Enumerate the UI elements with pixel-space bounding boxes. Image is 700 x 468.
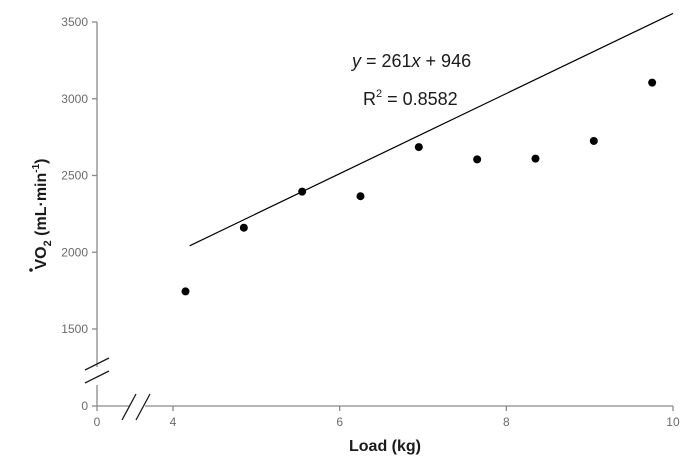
data-point <box>414 143 423 152</box>
r-squared-label: R2 = 0.8582 <box>363 88 458 109</box>
x-tick-label: 6 <box>336 415 343 429</box>
data-point <box>589 136 598 145</box>
y-tick-label: 1500 <box>61 322 88 336</box>
data-point <box>531 154 540 163</box>
trendline-equation: y = 261x + 946 <box>350 51 471 71</box>
x-axis-break <box>121 393 151 421</box>
data-point <box>181 287 190 296</box>
data-points <box>181 78 657 296</box>
x-axis-title: Load (kg) <box>349 438 421 455</box>
y-ticks: 0 1500 2000 2500 3000 3500 <box>61 15 97 413</box>
data-point <box>648 78 657 87</box>
y-tick-label: 2500 <box>61 169 88 183</box>
y-tick-label: 3000 <box>61 92 88 106</box>
x-axis: 0 4 6 8 10 <box>94 393 680 429</box>
y-axis-break <box>84 357 110 384</box>
x-tick-label: 4 <box>170 415 177 429</box>
x-tick-label: 0 <box>94 415 101 429</box>
data-point <box>298 187 307 196</box>
y-axis: 0 1500 2000 2500 3000 3500 <box>61 15 110 413</box>
data-point <box>473 155 482 164</box>
y-tick-label: 3500 <box>61 15 88 29</box>
x-ticks: 0 4 6 8 10 <box>94 406 680 429</box>
vo2-rate-dot <box>29 268 33 272</box>
y-tick-label: 0 <box>81 399 88 413</box>
trendline <box>189 12 674 247</box>
y-tick-label: 2000 <box>61 245 88 259</box>
x-tick-label: 10 <box>666 415 680 429</box>
data-point <box>239 223 248 232</box>
x-tick-label: 8 <box>503 415 510 429</box>
y-axis-title: VO2 (mL·min-1) <box>31 158 54 269</box>
y-axis-title-group: VO2 (mL·min-1) <box>29 158 54 272</box>
data-point <box>356 192 365 201</box>
